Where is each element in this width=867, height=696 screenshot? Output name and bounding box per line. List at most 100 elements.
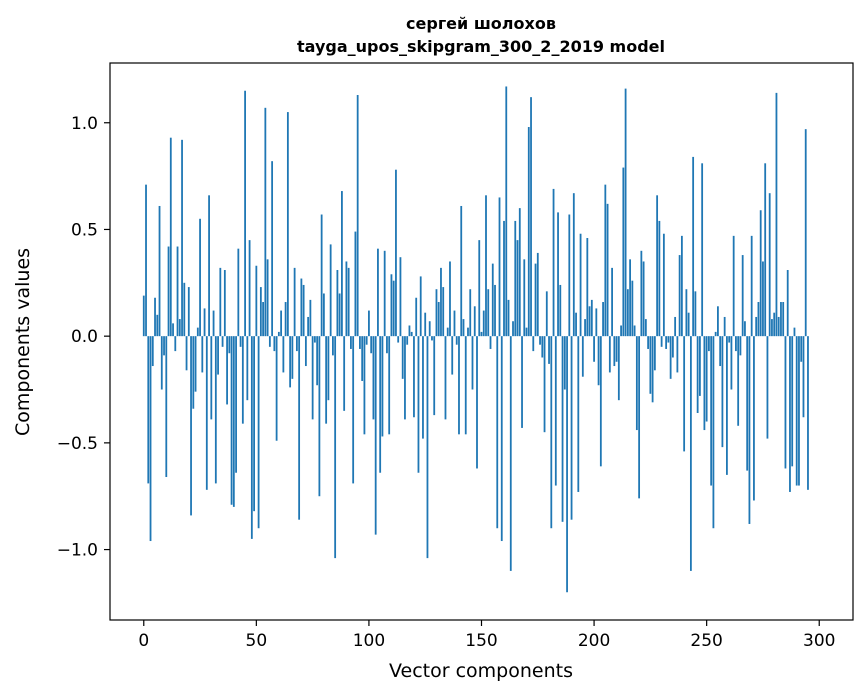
bar — [534, 263, 537, 337]
bar — [759, 210, 762, 337]
bar — [458, 336, 460, 435]
bar — [365, 336, 368, 345]
bar — [172, 323, 174, 337]
bar — [293, 267, 296, 337]
x-tick-label: 250 — [690, 631, 722, 651]
bar — [320, 214, 323, 337]
bar — [295, 336, 298, 352]
bar — [280, 310, 283, 337]
bar — [329, 244, 332, 337]
bar — [399, 257, 402, 337]
bar — [356, 95, 359, 337]
bar — [422, 336, 424, 439]
bar — [606, 203, 609, 337]
bar — [244, 90, 246, 337]
bar — [316, 336, 319, 386]
bar — [703, 336, 706, 431]
bar — [719, 336, 722, 367]
bar — [361, 336, 364, 381]
y-axis-label: Components values — [12, 248, 34, 436]
x-tick-label: 50 — [246, 631, 268, 651]
bar — [341, 191, 343, 337]
bar — [221, 336, 224, 347]
bar — [469, 289, 472, 337]
bar — [322, 293, 325, 337]
bar — [762, 261, 764, 337]
bar — [246, 336, 249, 401]
bar — [638, 336, 641, 499]
bar — [473, 306, 476, 337]
bar — [208, 195, 210, 337]
bar — [428, 321, 431, 337]
bar — [708, 336, 710, 352]
x-tick-label: 150 — [465, 631, 497, 651]
bar — [705, 336, 708, 422]
bar — [768, 193, 771, 337]
bar — [726, 336, 728, 475]
y-tick-label: 1.0 — [71, 114, 98, 134]
bar — [658, 220, 661, 337]
bar — [714, 331, 717, 337]
bar — [264, 107, 267, 337]
bar — [554, 336, 557, 486]
bar — [566, 336, 568, 593]
bar — [595, 308, 598, 337]
bar — [712, 336, 715, 529]
bar — [226, 336, 228, 405]
bar — [667, 336, 670, 343]
bar — [590, 299, 593, 337]
bar — [568, 214, 571, 337]
bar — [777, 316, 780, 337]
bar — [617, 336, 620, 401]
bar — [746, 336, 749, 471]
bar — [764, 163, 767, 337]
bar — [266, 259, 269, 337]
bar — [804, 129, 807, 337]
bar — [302, 284, 305, 337]
bar — [780, 302, 782, 337]
bar — [273, 336, 276, 352]
bar — [359, 336, 361, 349]
bar — [275, 336, 278, 441]
bar — [577, 336, 580, 492]
bar — [543, 336, 546, 433]
bar — [766, 336, 769, 439]
bar — [435, 289, 438, 337]
bar — [507, 299, 510, 337]
bar — [660, 336, 663, 347]
bar — [503, 220, 505, 337]
x-tick-label: 100 — [353, 631, 385, 651]
bar — [255, 265, 258, 337]
bar — [345, 261, 348, 337]
bar — [696, 336, 699, 413]
bar — [286, 112, 289, 337]
x-axis-label: Vector components — [389, 660, 573, 682]
bar — [624, 88, 627, 337]
bar — [771, 319, 773, 337]
bar — [336, 270, 339, 337]
bar — [214, 336, 217, 484]
bar — [491, 263, 494, 337]
bar — [640, 250, 643, 337]
bar — [368, 310, 370, 337]
bar — [424, 312, 427, 337]
bar — [460, 205, 463, 337]
bar — [253, 336, 255, 512]
bar — [545, 291, 548, 337]
bar — [271, 161, 274, 337]
bar — [516, 240, 519, 337]
bar — [163, 336, 165, 356]
bar — [559, 284, 562, 337]
bar — [165, 336, 168, 478]
bar — [539, 336, 541, 345]
bar — [530, 97, 532, 337]
bar — [611, 267, 613, 337]
bar — [426, 336, 429, 559]
bar — [550, 336, 553, 529]
bar — [374, 336, 377, 535]
bar — [446, 327, 449, 337]
bar — [431, 336, 433, 341]
bar — [196, 327, 199, 337]
y-tick-label: −0.5 — [57, 434, 98, 454]
bar — [732, 235, 735, 337]
